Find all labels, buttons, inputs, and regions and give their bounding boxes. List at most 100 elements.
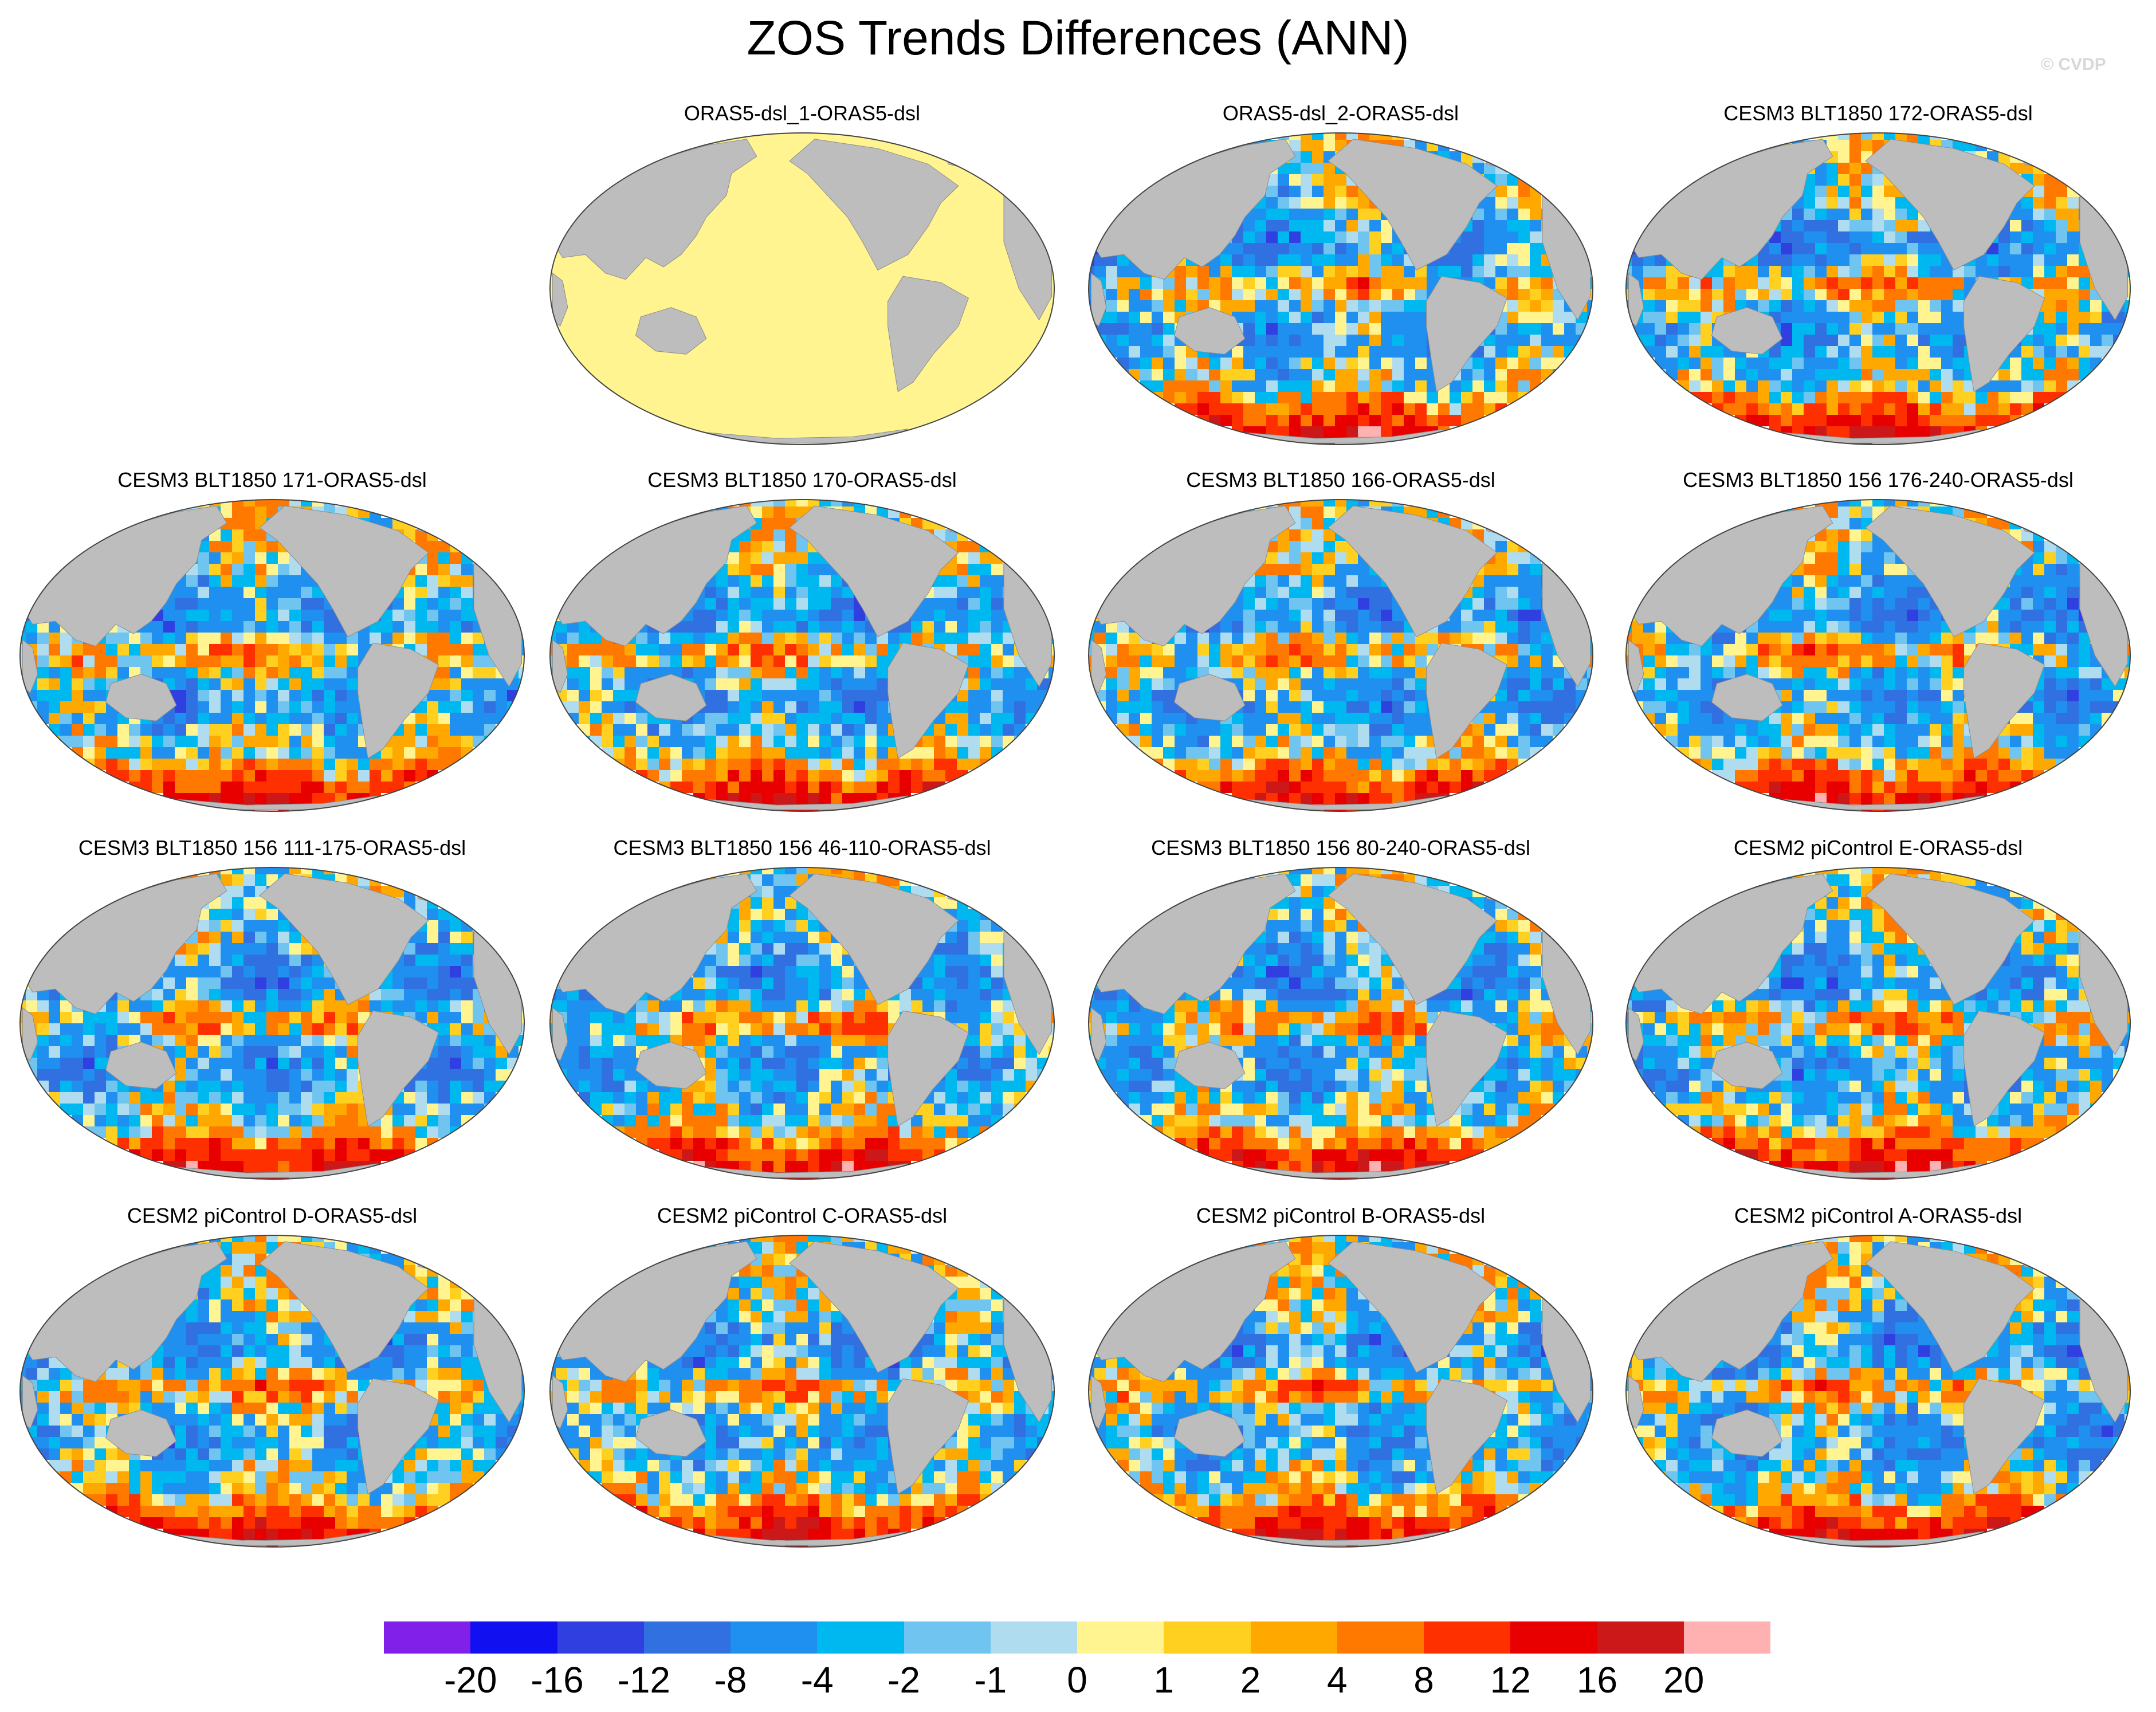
map-panel: ORAS5-dsl_1-ORAS5-dsl — [544, 101, 1060, 456]
world-map — [19, 867, 525, 1180]
colorbar-tick-label: -1 — [974, 1659, 1007, 1701]
map-outline — [1088, 1235, 1593, 1548]
landmass — [635, 307, 707, 355]
colorbar-tick-label: 1 — [1153, 1659, 1175, 1701]
colorbar-swatch — [1683, 1621, 1770, 1654]
landmass — [1328, 505, 1498, 638]
panel-title: CESM2 piControl C-ORAS5-dsl — [657, 1204, 948, 1227]
world-map — [1625, 499, 2131, 812]
world-map — [1625, 1235, 2131, 1548]
panel-title: CESM3 BLT1850 156 176-240-ORAS5-dsl — [1683, 468, 2073, 492]
world-map — [19, 499, 525, 812]
landmass — [789, 139, 959, 271]
map-panel: CESM3 BLT1850 166-ORAS5-dsl — [1083, 468, 1599, 823]
map-panel: CESM3 BLT1850 172-ORAS5-dsl — [1620, 101, 2136, 456]
colorbar-tick-label: -20 — [444, 1659, 497, 1701]
colorbar-tick-label: 16 — [1576, 1659, 1618, 1701]
landmass — [1963, 1010, 2045, 1127]
world-map — [1625, 867, 2131, 1180]
panel-title: CESM2 piControl D-ORAS5-dsl — [127, 1204, 418, 1227]
landmass — [1963, 276, 2045, 392]
colorbar-swatch — [1250, 1621, 1337, 1654]
colorbar-tick-label: 12 — [1490, 1659, 1531, 1701]
world-map — [549, 499, 1055, 812]
colorbar-swatch — [1164, 1621, 1251, 1654]
panel-title: CESM3 BLT1850 156 111-175-ORAS5-dsl — [78, 836, 466, 859]
landmass — [259, 1241, 429, 1373]
colorbar-swatch — [643, 1621, 731, 1654]
landmass — [1426, 276, 1508, 392]
map-outline — [19, 1235, 525, 1548]
colorbar-swatch — [1424, 1621, 1511, 1654]
landmass — [1865, 1241, 2035, 1373]
landmass — [1963, 642, 2045, 759]
landmass — [1328, 139, 1498, 271]
map-panel: CESM2 piControl D-ORAS5-dsl — [14, 1203, 530, 1558]
colorbar-swatch — [817, 1621, 904, 1654]
landmass — [789, 505, 959, 638]
map-panel: CESM2 piControl E-ORAS5-dsl — [1620, 835, 2136, 1191]
panel-title: CESM3 BLT1850 171-ORAS5-dsl — [117, 468, 427, 492]
colorbar-tick-label: 20 — [1663, 1659, 1705, 1701]
landmass — [887, 1378, 969, 1495]
map-panel: CESM2 piControl B-ORAS5-dsl — [1083, 1203, 1599, 1558]
map-panel: CESM3 BLT1850 171-ORAS5-dsl — [14, 468, 530, 823]
panel-title: CESM3 BLT1850 156 46-110-ORAS5-dsl — [613, 836, 991, 859]
colorbar-tick-label: -12 — [617, 1659, 671, 1701]
colorbar-swatch — [470, 1621, 557, 1654]
landmass — [1328, 873, 1498, 1006]
landmass — [635, 1042, 707, 1089]
colorbar-swatch — [384, 1621, 471, 1654]
world-map — [1625, 132, 2131, 445]
map-outline — [19, 499, 525, 812]
world-map — [19, 1235, 525, 1548]
colorbar-swatch — [1597, 1621, 1684, 1654]
colorbar-swatch — [731, 1621, 818, 1654]
colorbar-swatch — [1077, 1621, 1164, 1654]
watermark: © CVDP — [2041, 55, 2106, 74]
landmass — [1426, 1010, 1508, 1127]
landmass — [1426, 642, 1508, 759]
landmass — [259, 873, 429, 1006]
colorbar-tick-label: 0 — [1067, 1659, 1087, 1701]
map-panel: CESM2 piControl A-ORAS5-dsl — [1620, 1203, 2136, 1558]
figure-title: ZOS Trends Differences (ANN) — [747, 11, 1409, 65]
world-map — [1088, 1235, 1593, 1548]
landmass — [887, 642, 969, 759]
landmass — [358, 642, 439, 759]
map-panel: ORAS5-dsl_2-ORAS5-dsl — [1083, 101, 1599, 456]
landmass — [1174, 674, 1246, 721]
panel-title: CESM3 BLT1850 172-ORAS5-dsl — [1723, 101, 2033, 125]
landmass — [789, 873, 959, 1006]
world-map — [1088, 132, 1593, 445]
panel-title: CESM3 BLT1850 170-ORAS5-dsl — [647, 468, 957, 492]
landmass — [789, 1241, 959, 1373]
map-outline — [1625, 132, 2131, 445]
panel-title: CESM2 piControl A-ORAS5-dsl — [1734, 1204, 2023, 1227]
colorbar-tick-label: 4 — [1326, 1659, 1348, 1701]
colorbar-swatch — [1337, 1621, 1424, 1654]
map-panel: CESM3 BLT1850 156 111-175-ORAS5-dsl — [14, 835, 530, 1191]
panel-title: CESM3 BLT1850 166-ORAS5-dsl — [1186, 468, 1495, 492]
landmass — [887, 276, 969, 392]
colorbar-swatch — [904, 1621, 991, 1654]
landmass — [358, 1010, 439, 1127]
world-map — [1088, 499, 1593, 812]
colorbar-swatch — [557, 1621, 644, 1654]
map-panel: CESM3 BLT1850 156 176-240-ORAS5-dsl — [1620, 468, 2136, 823]
landmass — [1328, 1241, 1498, 1373]
map-outline — [549, 132, 1055, 445]
landmass — [105, 674, 177, 721]
landmass — [358, 1378, 439, 1495]
landmass — [105, 1042, 177, 1089]
map-outline — [1088, 499, 1593, 812]
map-outline — [1088, 867, 1593, 1180]
landmass — [1174, 307, 1246, 355]
map-panel: CESM2 piControl C-ORAS5-dsl — [544, 1203, 1060, 1558]
panel-title: CESM2 piControl B-ORAS5-dsl — [1196, 1204, 1486, 1227]
landmass — [1865, 873, 2035, 1006]
map-outline — [549, 867, 1055, 1180]
landmass — [635, 1409, 707, 1457]
map-outline — [1625, 867, 2131, 1180]
colorbar-tick-label: -2 — [887, 1659, 920, 1701]
